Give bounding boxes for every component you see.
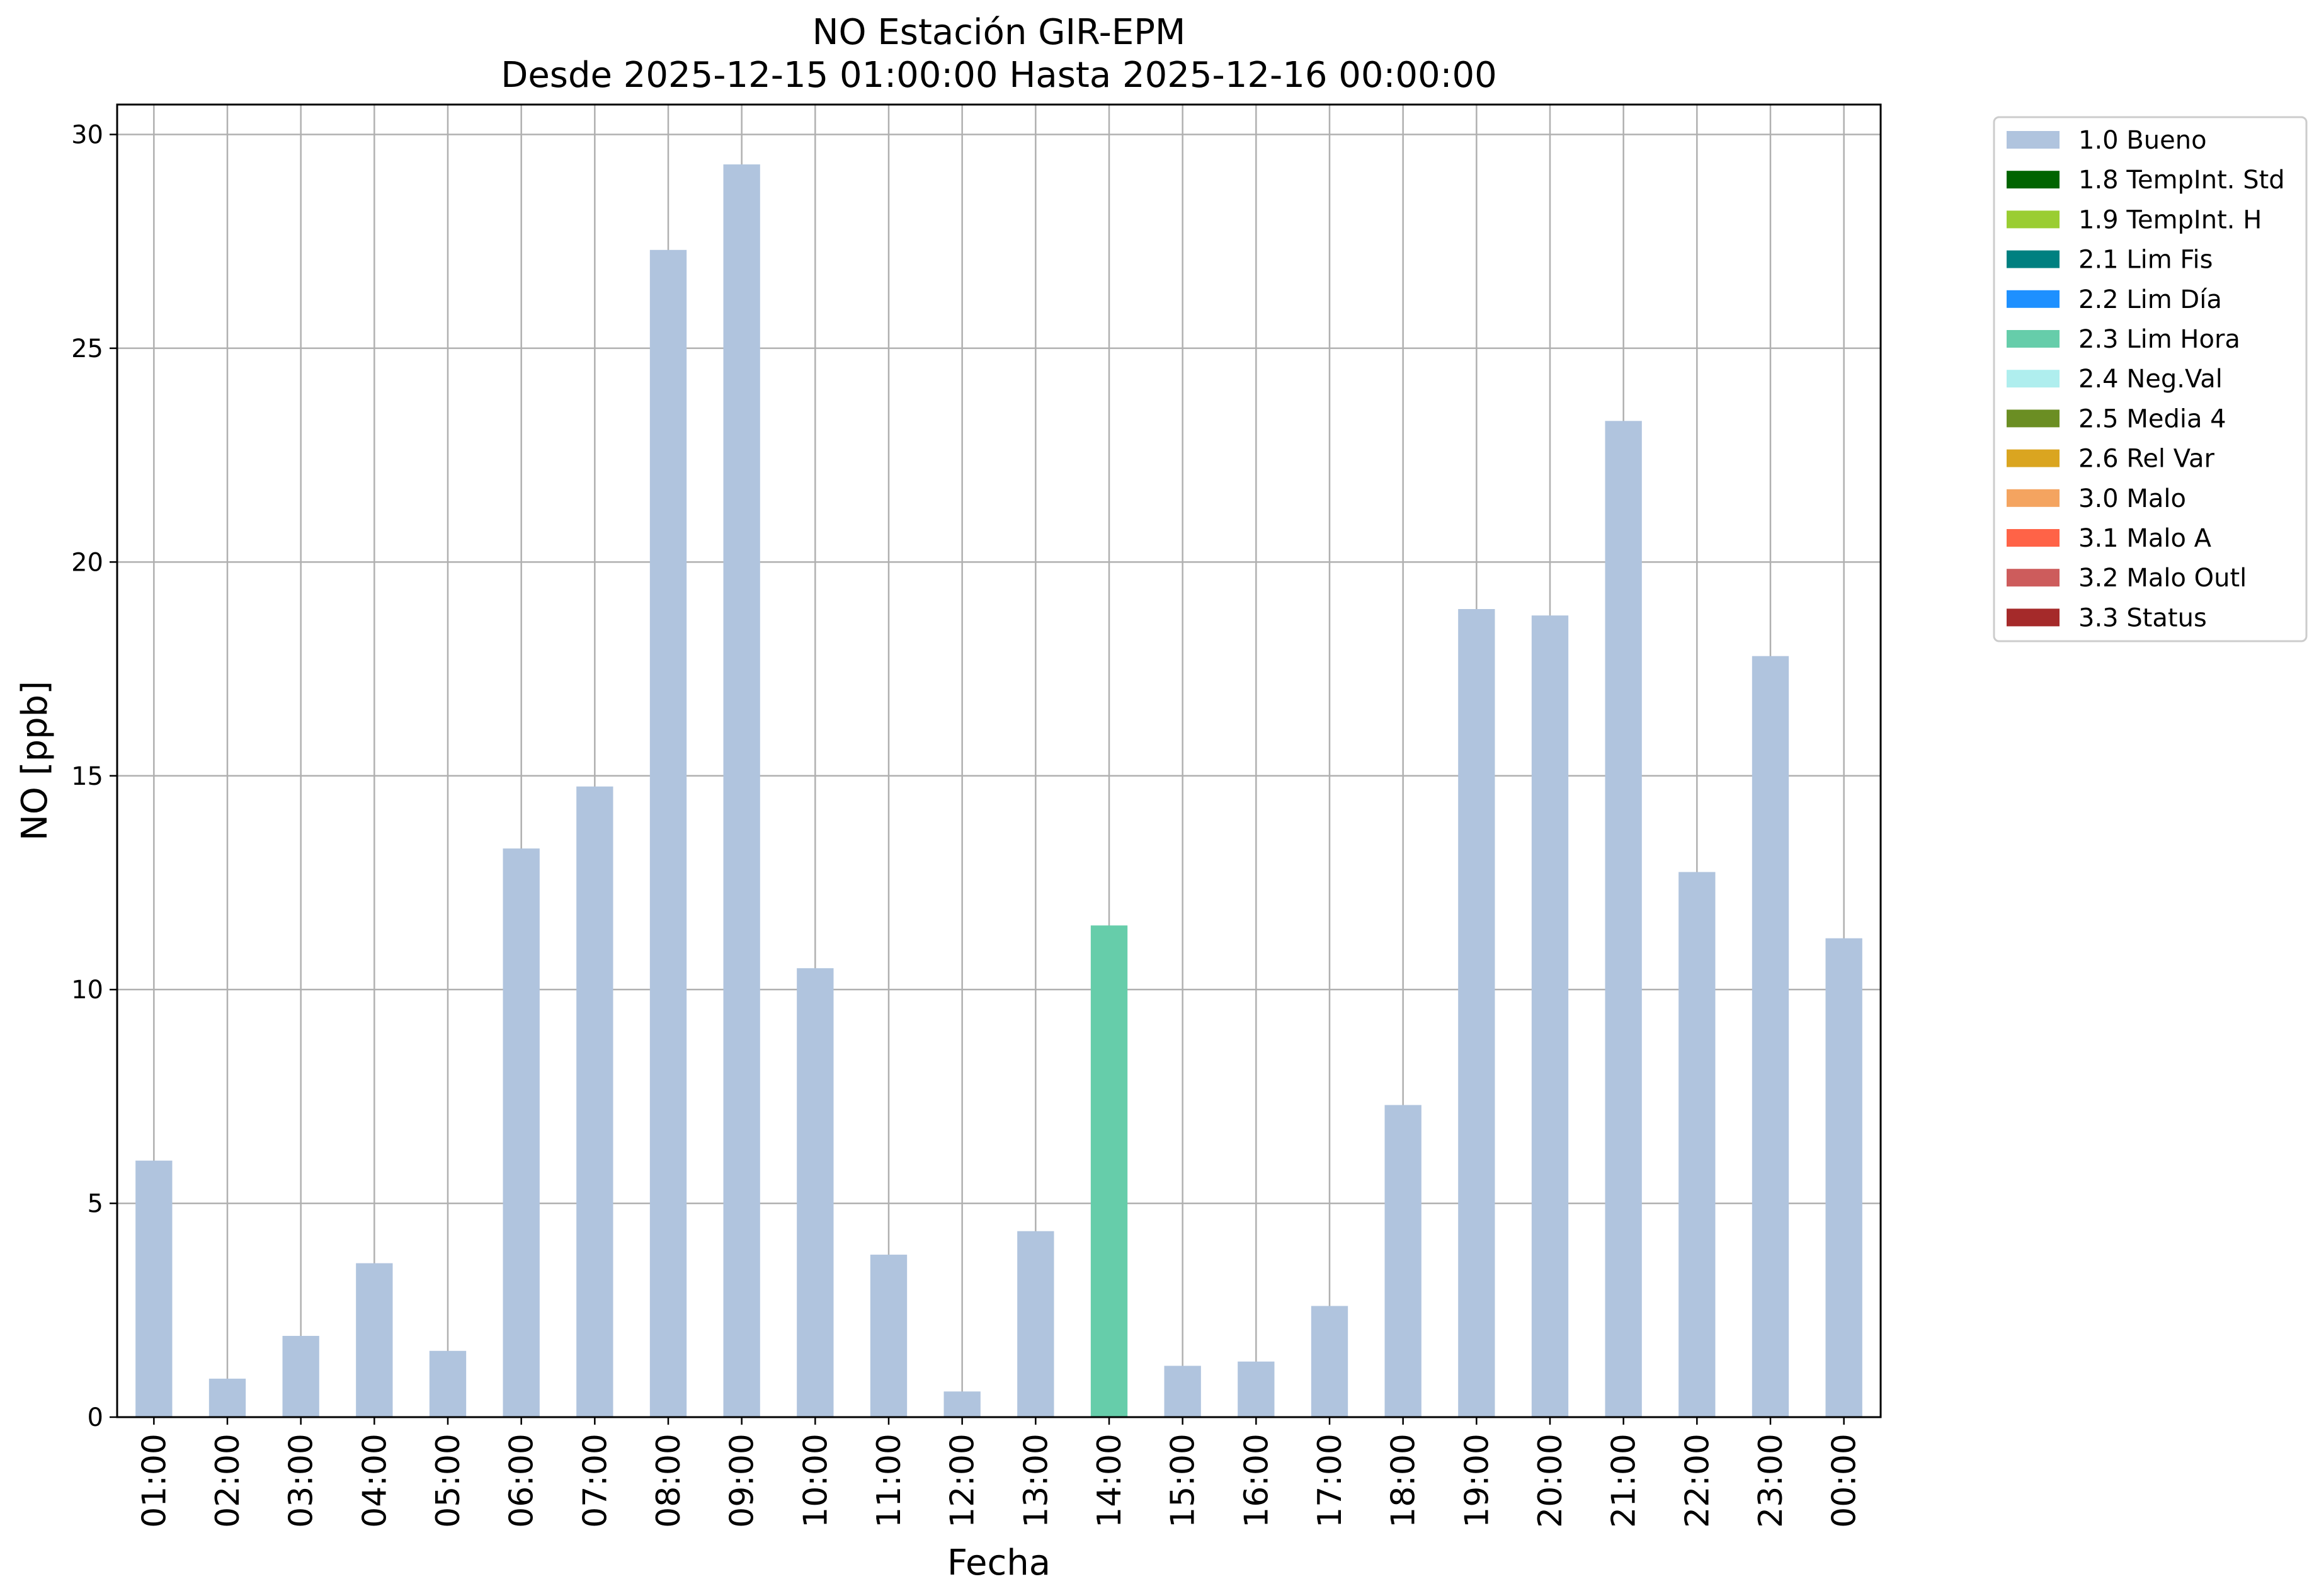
bar-16:00 (1238, 1361, 1275, 1417)
legend-label: 2.3 Lim Hora (2078, 325, 2240, 354)
bar-04:00 (356, 1263, 393, 1417)
x-tick-label: 11:00 (870, 1434, 908, 1528)
x-tick-label: 06:00 (503, 1434, 541, 1528)
legend-swatch (2007, 171, 2060, 189)
x-tick-label: 09:00 (724, 1434, 761, 1528)
bar-17:00 (1311, 1306, 1348, 1417)
x-tick-label: 00:00 (1826, 1434, 1864, 1528)
bar-03:00 (282, 1336, 319, 1417)
x-tick-label: 05:00 (430, 1434, 467, 1528)
x-tick-label: 15:00 (1165, 1434, 1202, 1528)
x-tick-label: 03:00 (283, 1434, 321, 1528)
bar-20:00 (1531, 615, 1569, 1417)
bar-22:00 (1678, 872, 1716, 1417)
bar-05:00 (429, 1350, 467, 1417)
bar-09:00 (723, 164, 760, 1417)
x-tick-label: 14:00 (1091, 1434, 1129, 1528)
bar-19:00 (1458, 609, 1495, 1417)
legend-label: 1.0 Bueno (2078, 126, 2207, 155)
legend-swatch (2007, 290, 2060, 308)
legend-label: 2.6 Rel Var (2078, 445, 2215, 474)
x-tick-label: 07:00 (576, 1434, 614, 1528)
legend-label: 3.3 Status (2078, 603, 2207, 632)
chart-subtitle: Desde 2025-12-15 01:00:00 Hasta 2025-12-… (501, 55, 1497, 96)
bar-01:00 (135, 1160, 173, 1417)
bar-07:00 (576, 786, 613, 1417)
y-tick-label: 20 (71, 548, 103, 577)
legend-swatch (2007, 210, 2060, 229)
bar-14:00 (1090, 925, 1128, 1417)
bar-12:00 (943, 1391, 981, 1417)
x-tick-label: 08:00 (650, 1434, 688, 1528)
y-tick-label: 30 (71, 121, 103, 150)
x-tick-label: 10:00 (797, 1434, 835, 1528)
legend-label: 2.5 Media 4 (2078, 404, 2226, 433)
x-tick-label: 19:00 (1458, 1434, 1496, 1528)
x-tick-label: 02:00 (209, 1434, 247, 1528)
legend-label: 2.4 Neg.Val (2078, 365, 2223, 394)
y-tick-label: 5 (88, 1190, 103, 1219)
bar-21:00 (1605, 421, 1642, 1417)
legend-swatch (2007, 370, 2060, 388)
bar-11:00 (870, 1255, 908, 1417)
legend-swatch (2007, 489, 2060, 507)
bar-23:00 (1752, 656, 1789, 1417)
y-tick-label: 10 (71, 976, 103, 1005)
legend-label: 3.0 Malo (2078, 484, 2186, 513)
x-tick-label: 16:00 (1238, 1434, 1275, 1528)
bar-18:00 (1384, 1105, 1422, 1417)
x-tick-label: 21:00 (1605, 1434, 1643, 1528)
bar-08:00 (649, 249, 687, 1418)
legend-frame (1993, 116, 2308, 642)
legend-label: 1.8 TempInt. Std (2078, 166, 2285, 195)
legend: 1.0 Bueno 1.8 TempInt. Std 1.9 TempInt. H 2… (1993, 116, 2308, 642)
x-axis-label: Fecha (947, 1542, 1051, 1583)
legend-swatch (2007, 330, 2060, 348)
x-tick-label: 01:00 (135, 1434, 173, 1528)
x-tick-label: 22:00 (1678, 1434, 1716, 1528)
y-axis-label: NO [ppb] (14, 681, 55, 841)
y-tick-label: 25 (71, 334, 103, 363)
legend-swatch (2007, 529, 2060, 547)
y-tick-label: 15 (71, 762, 103, 791)
legend-swatch (2007, 569, 2060, 587)
x-tick-label: 12:00 (944, 1434, 982, 1528)
bar-00:00 (1825, 938, 1862, 1417)
legend-label: 3.2 Malo Outl (2078, 564, 2247, 593)
bar-15:00 (1164, 1365, 1201, 1417)
legend-swatch (2007, 250, 2060, 268)
plot-frame (116, 103, 1882, 1418)
bar-10:00 (797, 968, 834, 1417)
x-tick-label: 04:00 (356, 1434, 394, 1528)
legend-label: 1.9 TempInt. H (2078, 205, 2262, 234)
legend-label: 3.1 Malo A (2078, 524, 2212, 553)
x-tick-label: 20:00 (1532, 1434, 1570, 1528)
bar-06:00 (503, 848, 540, 1417)
x-tick-label: 13:00 (1017, 1434, 1055, 1528)
x-tick-label: 17:00 (1311, 1434, 1349, 1528)
legend-label: 2.2 Lim Día (2078, 285, 2222, 314)
bar-13:00 (1017, 1231, 1054, 1417)
legend-swatch (2007, 409, 2060, 428)
axis-ticks: 0 5 10 15 20 25 30 01:00 02:00 03:00 04:00 05:00 06:… (71, 121, 1864, 1528)
legend-swatch (2007, 608, 2060, 627)
bars (135, 164, 1862, 1418)
bar-02:00 (208, 1378, 246, 1417)
x-tick-label: 23:00 (1752, 1434, 1790, 1528)
chart-title: NO Estación GIR-EPM (812, 12, 1186, 53)
legend-swatch (2007, 449, 2060, 467)
legend-label: 2.1 Lim Fis (2078, 246, 2213, 275)
x-tick-label: 18:00 (1385, 1434, 1423, 1528)
y-tick-label: 0 (88, 1403, 103, 1432)
legend-swatch (2007, 131, 2060, 149)
